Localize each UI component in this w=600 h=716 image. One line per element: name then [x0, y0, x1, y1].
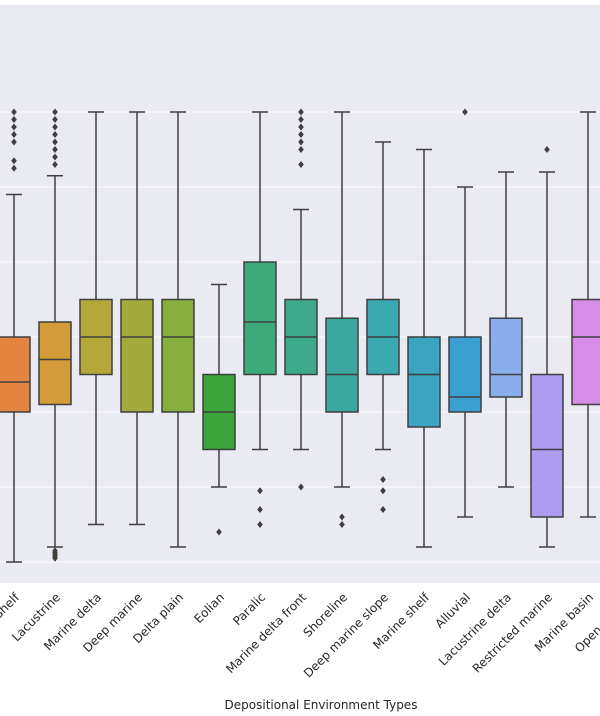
box-iqr: [325, 317, 359, 413]
outlier-point: [298, 116, 304, 123]
box-iqr: [243, 261, 277, 376]
box-group-alluvial: [448, 108, 482, 518]
x-axis-label: Depositional Environment Types: [225, 698, 418, 712]
outlier-point: [298, 483, 304, 491]
box-iqr: [120, 298, 154, 413]
outlier-point: [380, 487, 386, 495]
outlier-point: [380, 476, 386, 483]
box-iqr: [530, 373, 564, 518]
outlier-point: [544, 146, 550, 153]
outlier-point: [52, 116, 58, 123]
outlier-point: [257, 521, 263, 528]
outlier-point: [52, 153, 58, 161]
outlier-point: [11, 116, 17, 123]
outlier-point: [298, 146, 304, 153]
box-group-lacustrine-delta: [489, 171, 523, 488]
box-group-deep-marine-slope: [366, 141, 400, 513]
outlier-point: [257, 487, 263, 495]
outlier-point: [11, 164, 17, 172]
outlier-point: [462, 108, 468, 116]
box-group-paralic: [243, 111, 277, 528]
outlier-point: [216, 528, 222, 536]
boxes: [0, 108, 600, 563]
box-group-delta-plain: [161, 111, 195, 548]
box-group-shelf: [0, 108, 31, 563]
x-tick-label: Lacustrine delta: [436, 590, 514, 668]
box-group-marine-shelf: [407, 148, 441, 548]
outlier-point: [52, 547, 58, 555]
outlier-point: [380, 506, 386, 513]
box-iqr: [38, 321, 72, 406]
box-group-deep-marine: [120, 111, 154, 526]
outlier-point: [11, 157, 17, 165]
outlier-point: [11, 131, 17, 138]
outlier-point: [52, 108, 58, 116]
outlier-point: [52, 161, 58, 168]
outlier-point: [52, 138, 58, 146]
box-group-eolian: [202, 283, 236, 536]
outlier-point: [298, 108, 304, 116]
box-group-marine-delta: [79, 111, 113, 526]
outlier-point: [11, 138, 17, 146]
box-group-marine-delta-front: [284, 108, 318, 491]
box-group-marine-basin: [571, 111, 600, 518]
plot-background: [0, 5, 600, 583]
box-group-shoreline: [325, 111, 359, 528]
x-tick-label: Alluvial: [432, 590, 473, 631]
outlier-point: [298, 161, 304, 168]
outlier-point: [298, 123, 304, 131]
outlier-point: [11, 123, 17, 131]
outlier-point: [257, 506, 263, 513]
outlier-point: [298, 138, 304, 146]
box-iqr: [407, 336, 441, 428]
outlier-point: [11, 108, 17, 116]
outlier-point: [339, 513, 345, 521]
box-iqr: [571, 298, 600, 406]
x-tick-label: Marine delta front: [223, 590, 309, 676]
box-iqr: [0, 336, 31, 413]
outlier-point: [52, 131, 58, 138]
box-iqr: [448, 336, 482, 413]
outlier-point: [339, 521, 345, 528]
x-tick-label: Shelf: [0, 590, 23, 622]
x-tick-label: Eolian: [191, 590, 227, 626]
outlier-point: [52, 146, 58, 153]
outlier-point: [298, 131, 304, 138]
x-tick-label: Paralic: [230, 590, 268, 628]
box-group-lacustrine: [38, 108, 72, 562]
outlier-point: [52, 123, 58, 131]
box-group-restricted-marine: [530, 146, 564, 548]
box-iqr: [161, 298, 195, 413]
box-iqr: [489, 317, 523, 398]
